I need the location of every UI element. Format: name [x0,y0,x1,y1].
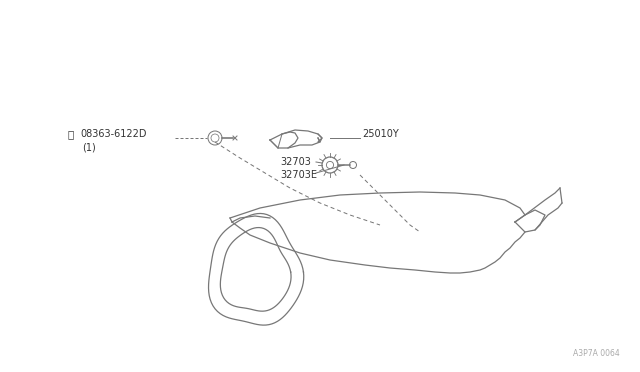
Text: A3P7A 0064: A3P7A 0064 [573,349,620,358]
Text: 08363-6122D: 08363-6122D [80,129,147,139]
Text: 32703E: 32703E [280,170,317,180]
Text: 32703: 32703 [280,157,311,167]
Text: Ⓢ: Ⓢ [67,129,73,139]
Text: 25010Y: 25010Y [362,129,399,139]
Text: (1): (1) [82,143,96,153]
